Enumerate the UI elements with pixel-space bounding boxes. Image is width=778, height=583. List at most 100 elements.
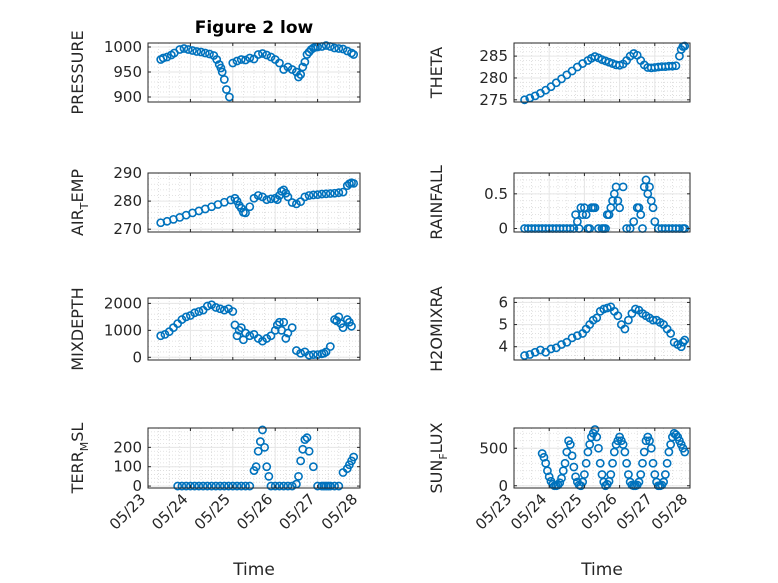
data-point: [569, 462, 579, 472]
data-point: [183, 45, 193, 54]
data-point: [270, 325, 280, 335]
data-point: [302, 50, 312, 59]
data-point: [613, 311, 623, 321]
y-axis-label: THETA: [427, 47, 446, 99]
data-point: [296, 70, 306, 79]
x-tick-label: 05/28: [318, 490, 361, 533]
data-point: [571, 472, 580, 482]
x-tick-label: 05/23: [472, 490, 515, 533]
x-tick-label: 05/26: [577, 490, 620, 533]
data-point: [567, 333, 577, 343]
data-point: [275, 58, 284, 68]
data-point: [175, 45, 185, 54]
y-tick-label: 900: [113, 88, 142, 106]
y-tick-label: 0: [498, 477, 508, 495]
data-point: [232, 56, 242, 66]
data-point: [300, 192, 310, 202]
axes-box: [513, 427, 691, 489]
y-tick-label: 950: [113, 63, 142, 81]
plot-area: [514, 173, 690, 232]
data-point: [236, 203, 246, 213]
data-point: [680, 447, 690, 457]
data-point: [546, 344, 556, 354]
y-tick-label: 200: [113, 438, 142, 456]
minor-grid: [147, 427, 361, 488]
data-point: [525, 350, 535, 359]
data-point: [676, 342, 686, 352]
data-point: [279, 481, 289, 491]
x-tick-label: 05/25: [191, 490, 234, 533]
series-markers: [520, 41, 690, 105]
series-markers: [156, 41, 359, 102]
data-point: [304, 446, 314, 456]
data-point: [264, 471, 274, 481]
data-point: [671, 61, 681, 71]
y-axis-label-main: AIR: [68, 209, 87, 236]
data-point: [287, 198, 297, 207]
axes-box: [147, 172, 361, 233]
data-point: [639, 447, 649, 457]
panel-theta: 275 280 285 THETA: [427, 41, 691, 109]
axes-box: [513, 297, 691, 361]
y-axis-label-main: MIXDEPTH: [68, 287, 87, 370]
y-axis-label-main: H2OMIXRA: [427, 286, 446, 372]
data-point: [330, 481, 339, 491]
data-point: [216, 63, 226, 73]
data-point: [308, 350, 318, 360]
y-tick-label: 2000: [104, 294, 142, 312]
data-point: [321, 347, 331, 357]
y-axis-label: PRESSURE: [68, 30, 87, 114]
data-point: [190, 481, 200, 491]
data-point: [624, 315, 633, 325]
data-point: [188, 46, 197, 55]
y-axis-label-subscript: M: [78, 442, 91, 452]
y-tick-label: 100: [113, 458, 142, 476]
data-point: [232, 481, 242, 491]
data-point: [219, 481, 229, 491]
data-point: [196, 47, 206, 57]
data-point: [283, 481, 293, 491]
axes-box: [513, 42, 691, 103]
data-point: [158, 53, 168, 63]
y-axis-label-main: SUN: [427, 460, 446, 494]
data-point: [562, 337, 572, 347]
data-point: [530, 347, 540, 357]
data-point: [287, 323, 297, 333]
y-tick-label: 1000: [104, 38, 142, 56]
data-point: [281, 334, 291, 343]
data-point: [270, 481, 280, 491]
data-point: [557, 340, 566, 349]
data-point: [192, 47, 202, 56]
data-point: [228, 481, 238, 491]
data-point: [275, 317, 284, 327]
data-point: [300, 57, 310, 67]
data-point: [190, 308, 200, 318]
data-point: [334, 481, 344, 491]
data-point: [313, 190, 322, 200]
data-point: [232, 196, 242, 206]
data-point: [580, 470, 589, 479]
data-point: [325, 189, 335, 198]
y-tick-label: 0: [498, 220, 508, 238]
panel-mixdepth: 0 1000 2000 MIXDEPTH: [68, 287, 361, 371]
data-point: [629, 217, 639, 226]
data-point: [618, 182, 628, 192]
data-point: [349, 452, 359, 462]
y-tick-label: 0: [132, 348, 142, 366]
data-point: [219, 75, 229, 84]
data-point: [347, 321, 356, 331]
data-point: [215, 481, 225, 491]
data-point: [272, 195, 282, 205]
y-tick-label: 285: [479, 47, 508, 65]
data-point: [296, 348, 306, 358]
data-point: [650, 217, 660, 226]
y-tick-label: 5: [498, 316, 508, 334]
data-point: [666, 329, 676, 338]
data-point: [317, 189, 327, 199]
y-tick-label: 280: [113, 192, 142, 210]
series-markers: [173, 425, 359, 491]
data-point: [241, 55, 250, 65]
data-point: [298, 62, 308, 72]
